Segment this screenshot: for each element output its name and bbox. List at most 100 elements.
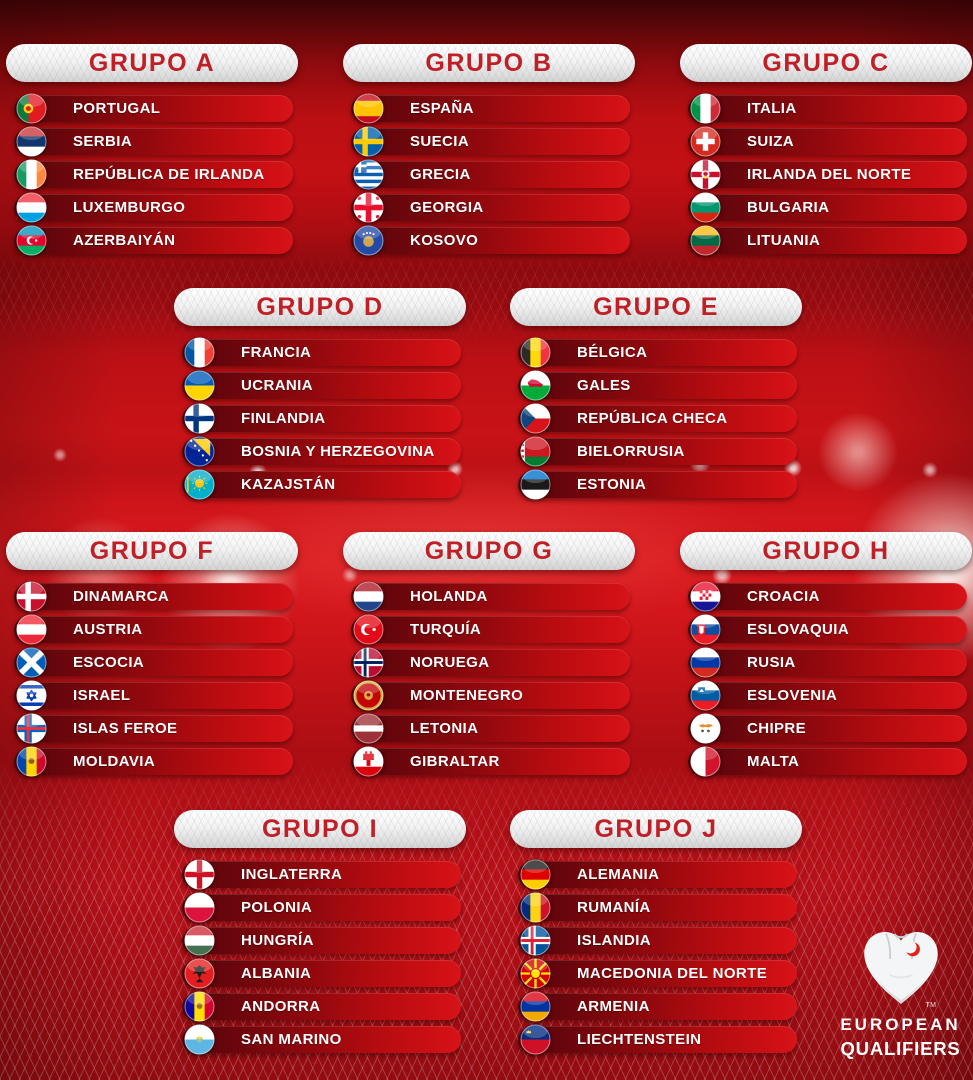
team-name: REPÚBLICA DE IRLANDA bbox=[73, 166, 265, 183]
group-f: GRUPO F DINAMARCA AUSTRIA ESCOCIA ISRAEL ISLA… bbox=[6, 532, 298, 781]
england-flag-icon bbox=[184, 859, 215, 890]
serbia-flag-icon bbox=[16, 126, 47, 157]
iceland-flag-icon bbox=[520, 925, 551, 956]
russia-flag-icon bbox=[690, 647, 721, 678]
group-d: GRUPO D FRANCIA UCRANIA FINLANDIA BOSNIA Y H… bbox=[174, 288, 466, 504]
group-i-header: GRUPO I bbox=[174, 810, 466, 848]
romania-flag-icon bbox=[520, 892, 551, 923]
team-name: FINLANDIA bbox=[241, 410, 326, 427]
team-name: AZERBAIYÁN bbox=[73, 232, 176, 249]
team-name: ISLAS FEROE bbox=[73, 720, 178, 737]
israel-flag-icon bbox=[16, 680, 47, 711]
team-row-rusia: RUSIA bbox=[688, 647, 967, 678]
luxembourg-flag-icon bbox=[16, 192, 47, 223]
team-row-finlandia: FINLANDIA bbox=[182, 403, 461, 434]
group-title: GRUPO B bbox=[425, 48, 553, 77]
team-name: ISRAEL bbox=[73, 687, 131, 704]
team-row-malta: MALTA bbox=[688, 746, 967, 777]
finland-flag-icon bbox=[184, 403, 215, 434]
lithuania-flag-icon bbox=[690, 225, 721, 256]
team-row-polonia: POLONIA bbox=[182, 892, 461, 923]
group-c: GRUPO C ITALIA SUIZA IRLANDA DEL NORTE BULGA… bbox=[680, 44, 972, 260]
team-name: SERBIA bbox=[73, 133, 133, 150]
kazakhstan-flag-icon bbox=[184, 469, 215, 500]
team-name: ESLOVAQUIA bbox=[747, 621, 850, 638]
team-row-letonia: LETONIA bbox=[351, 713, 630, 744]
team-row-suecia: SUECIA bbox=[351, 126, 630, 157]
hungary-flag-icon bbox=[184, 925, 215, 956]
spain-flag-icon bbox=[353, 93, 384, 124]
team-name: GALES bbox=[577, 377, 631, 394]
team-row-suiza: SUIZA bbox=[688, 126, 967, 157]
team-row-serbia: SERBIA bbox=[14, 126, 293, 157]
group-h: GRUPO H CROACIA ESLOVAQUIA RUSIA ESLOVENIA CH… bbox=[680, 532, 972, 781]
germany-flag-icon bbox=[520, 859, 551, 890]
team-name: KOSOVO bbox=[410, 232, 479, 249]
group-title: GRUPO G bbox=[424, 536, 554, 565]
slovenia-flag-icon bbox=[690, 680, 721, 711]
team-row-islas-feroe: ISLAS FEROE bbox=[14, 713, 293, 744]
team-row-republica-de-irlanda: REPÚBLICA DE IRLANDA bbox=[14, 159, 293, 190]
team-row-moldavia: MOLDAVIA bbox=[14, 746, 293, 777]
team-row-bosnia-y-herzegovina: BOSNIA Y HERZEGOVINA bbox=[182, 436, 461, 467]
team-name: MOLDAVIA bbox=[73, 753, 156, 770]
faroe-islands-flag-icon bbox=[16, 713, 47, 744]
groups-row-1: GRUPO A PORTUGAL SERBIA REPÚBLICA DE IRLAND… bbox=[6, 44, 972, 260]
team-name: BOSNIA Y HERZEGOVINA bbox=[241, 443, 435, 460]
group-title: GRUPO D bbox=[256, 292, 384, 321]
group-c-header: GRUPO C bbox=[680, 44, 972, 82]
team-name: HOLANDA bbox=[410, 588, 488, 605]
team-row-escocia: ESCOCIA bbox=[14, 647, 293, 678]
team-row-liechtenstein: LIECHTENSTEIN bbox=[518, 1024, 797, 1055]
gibraltar-flag-icon bbox=[353, 746, 384, 777]
slovakia-flag-icon bbox=[690, 614, 721, 645]
team-name: INGLATERRA bbox=[241, 866, 343, 883]
logo-text-european: EUROPEAN bbox=[840, 1015, 961, 1034]
group-d-header: GRUPO D bbox=[174, 288, 466, 326]
heart-jersey-icon: TM bbox=[851, 922, 951, 1015]
team-name: SAN MARINO bbox=[241, 1031, 342, 1048]
team-row-andorra: ANDORRA bbox=[182, 991, 461, 1022]
groups-row-3: GRUPO F DINAMARCA AUSTRIA ESCOCIA ISRAEL ISLA… bbox=[6, 532, 972, 781]
czech-republic-flag-icon bbox=[520, 403, 551, 434]
team-name: SUECIA bbox=[410, 133, 470, 150]
malta-flag-icon bbox=[690, 746, 721, 777]
austria-flag-icon bbox=[16, 614, 47, 645]
group-title: GRUPO C bbox=[762, 48, 890, 77]
team-row-ucrania: UCRANIA bbox=[182, 370, 461, 401]
team-row-georgia: GEORGIA bbox=[351, 192, 630, 223]
albania-flag-icon bbox=[184, 958, 215, 989]
belgium-flag-icon bbox=[520, 337, 551, 368]
group-f-header: GRUPO F bbox=[6, 532, 298, 570]
team-row-san-marino: SAN MARINO bbox=[182, 1024, 461, 1055]
group-e-header: GRUPO E bbox=[510, 288, 802, 326]
team-name: SUIZA bbox=[747, 133, 794, 150]
team-name: UCRANIA bbox=[241, 377, 313, 394]
team-row-chipre: CHIPRE bbox=[688, 713, 967, 744]
estonia-flag-icon bbox=[520, 469, 551, 500]
team-name: FRANCIA bbox=[241, 344, 312, 361]
team-name: MACEDONIA DEL NORTE bbox=[577, 965, 768, 982]
team-name: GRECIA bbox=[410, 166, 471, 183]
team-row-estonia: ESTONIA bbox=[518, 469, 797, 500]
team-row-austria: AUSTRIA bbox=[14, 614, 293, 645]
team-name: NORUEGA bbox=[410, 654, 490, 671]
team-row-armenia: ARMENIA bbox=[518, 991, 797, 1022]
group-i: GRUPO I INGLATERRA POLONIA HUNGRÍA ALBANIA AN… bbox=[174, 810, 466, 1059]
republic-of-ireland-flag-icon bbox=[16, 159, 47, 190]
team-name: LETONIA bbox=[410, 720, 479, 737]
denmark-flag-icon bbox=[16, 581, 47, 612]
team-name: ISLANDIA bbox=[577, 932, 652, 949]
team-row-espana: ESPAÑA bbox=[351, 93, 630, 124]
france-flag-icon bbox=[184, 337, 215, 368]
trademark-symbol: TM bbox=[925, 1002, 937, 1009]
team-row-islandia: ISLANDIA bbox=[518, 925, 797, 956]
team-row-gibraltar: GIBRALTAR bbox=[351, 746, 630, 777]
team-row-kazajstan: KAZAJSTÁN bbox=[182, 469, 461, 500]
croatia-flag-icon bbox=[690, 581, 721, 612]
northern-ireland-flag-icon bbox=[690, 159, 721, 190]
team-name: CHIPRE bbox=[747, 720, 807, 737]
team-row-francia: FRANCIA bbox=[182, 337, 461, 368]
team-name: ESCOCIA bbox=[73, 654, 145, 671]
group-a-header: GRUPO A bbox=[6, 44, 298, 82]
